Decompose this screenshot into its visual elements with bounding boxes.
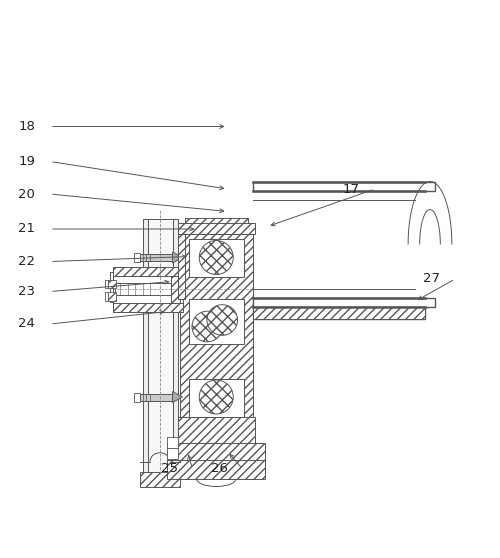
Bar [168,437,178,448]
Text: 27: 27 [423,272,440,286]
Text: 25: 25 [160,463,178,475]
Bar [112,267,182,311]
Bar [104,292,108,301]
Circle shape [192,311,222,342]
Text: 18: 18 [18,120,35,133]
Bar [252,306,425,319]
Bar [180,234,252,444]
Bar [189,379,244,416]
Bar [189,299,244,344]
Bar [112,302,182,311]
Text: 22: 22 [18,255,35,268]
Bar [178,234,185,299]
Polygon shape [172,392,182,402]
Bar [134,392,140,402]
Bar [142,219,148,484]
Bar [168,448,178,459]
Text: 26: 26 [210,463,228,475]
Text: 24: 24 [18,318,35,330]
Bar [252,297,435,306]
Bar [171,276,180,302]
Bar [104,280,108,288]
Bar [172,219,178,484]
Text: 20: 20 [18,187,35,200]
Circle shape [207,305,238,335]
Text: 19: 19 [18,155,35,168]
Bar [108,280,116,288]
Bar [115,282,180,295]
Bar [252,181,435,190]
Polygon shape [172,252,182,263]
Bar [168,442,265,461]
Bar [189,239,244,277]
Bar [178,223,255,234]
Bar [140,254,172,261]
Bar [185,218,248,223]
Bar [108,292,116,301]
Bar [252,306,425,319]
Text: 17: 17 [343,182,360,195]
Circle shape [199,240,233,275]
Bar [134,253,140,262]
Bar [110,272,195,301]
Text: 21: 21 [18,223,35,235]
Bar [140,393,172,401]
Bar [178,416,255,444]
Circle shape [199,380,233,414]
Bar [140,472,180,487]
Text: 23: 23 [18,285,35,298]
Bar [112,267,182,276]
Bar [148,219,172,484]
Bar [168,460,265,479]
